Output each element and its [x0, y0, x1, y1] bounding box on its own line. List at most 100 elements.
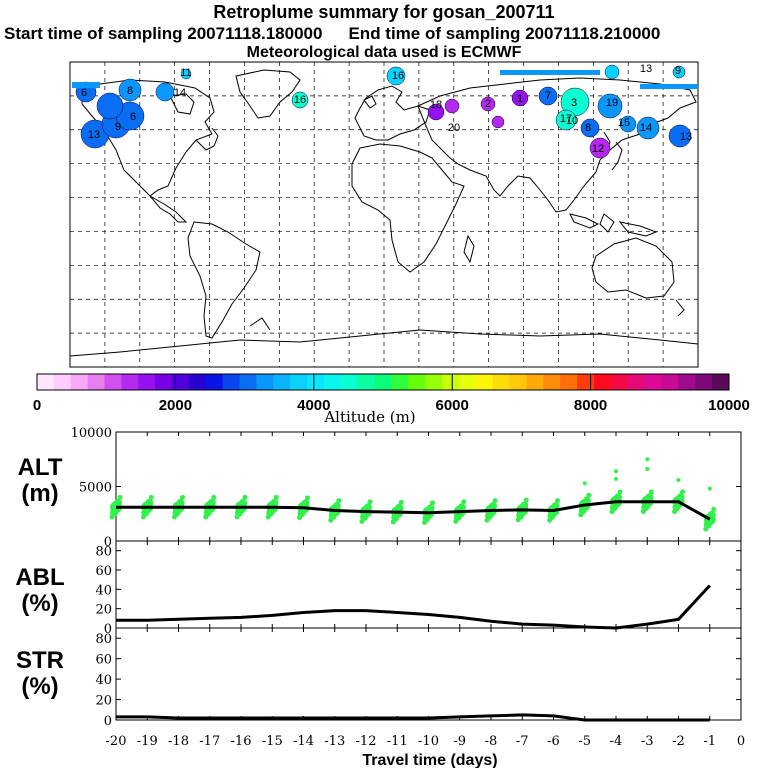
altitude-cluster-point	[586, 492, 592, 498]
altitude-cluster-point	[332, 502, 341, 511]
altitude-cluster-point	[707, 510, 716, 519]
alt-panel-label: ALT (m)	[12, 455, 68, 507]
colorbar-swatch	[155, 374, 173, 390]
y-tick-label: 10000	[71, 426, 112, 441]
abl-panel-label: ABL (%)	[12, 565, 68, 617]
altitude-cluster-point	[273, 494, 279, 500]
met-data-label: Meteorological data used is ECMWF	[246, 44, 522, 61]
colorbar-swatch	[678, 374, 696, 390]
y-tick-label: 80	[95, 632, 112, 647]
plume-marker	[118, 78, 142, 102]
y-tick-label: 40	[95, 583, 112, 598]
x-tick-label: -18	[168, 734, 189, 749]
altitude-cluster-point	[457, 503, 466, 512]
map-label: 3	[571, 97, 577, 109]
x-tick-label: -6	[547, 734, 560, 749]
plume-marker	[538, 86, 558, 106]
plume-marker	[636, 116, 660, 140]
colorbar-swatch	[442, 374, 460, 390]
plume-marker	[444, 98, 460, 114]
colorbar-swatch	[593, 374, 612, 390]
map-label: 11	[180, 67, 191, 79]
chart-title: Retroplume summary for gosan_200711	[213, 2, 555, 22]
y-tick-label: 80	[95, 545, 112, 560]
plume-marker	[589, 137, 611, 159]
y-tick-label: 60	[95, 564, 112, 579]
plume-marker	[491, 115, 505, 129]
x-tick-label: -10	[418, 734, 439, 749]
map-label: 14	[174, 87, 186, 99]
x-tick-label: -4	[610, 734, 623, 749]
y-tick-label: 0	[104, 535, 112, 550]
map-label: 16	[392, 70, 404, 82]
altitude-cluster-point	[711, 506, 717, 512]
colorbar-swatch	[560, 374, 578, 390]
y-tick-label: 40	[95, 673, 112, 688]
colorbar-swatch	[87, 374, 106, 390]
altitude-cluster-point	[211, 494, 217, 500]
abl-label-line1: ABL	[15, 564, 65, 591]
plume-streak	[640, 84, 698, 89]
altitude-cluster-point	[617, 489, 623, 495]
colorbar-tick-label: 8000	[574, 397, 607, 414]
plume-marker	[96, 92, 124, 120]
x-tick-label: -9	[453, 734, 466, 749]
colorbar-swatch	[172, 374, 190, 390]
plume-marker	[480, 96, 496, 112]
plume-marker	[580, 118, 600, 138]
altitude-cluster-point	[430, 500, 435, 506]
colorbar-swatch	[239, 374, 257, 390]
colorbar-swatch	[408, 374, 426, 390]
plume-marker	[155, 82, 175, 102]
colorbar-tick-label: 2000	[159, 397, 192, 414]
altitude-cluster-point	[117, 494, 123, 500]
colorbar-swatch	[205, 374, 224, 390]
plume-marker	[604, 64, 620, 80]
colorbar-axis-label: Altitude (m)	[323, 408, 415, 426]
x-tick-label: -2	[672, 734, 685, 749]
altitude-cluster-point	[367, 499, 373, 505]
altitude-cluster-point	[645, 493, 654, 502]
str-label-line2: (%)	[21, 673, 59, 700]
colorbar-swatch	[661, 374, 679, 390]
map-label: 8	[127, 85, 133, 97]
map-label: 6	[81, 87, 87, 99]
altitude-cluster-point	[270, 498, 279, 507]
colorbar-swatch	[37, 374, 55, 390]
colorbar-swatch	[644, 374, 662, 390]
colorbar-tick-label: 4000	[297, 397, 330, 414]
altitude-cluster-point	[176, 498, 185, 507]
colorbar-swatch	[712, 374, 730, 390]
altitude-outlier-point	[707, 486, 712, 491]
y-tick-label: 60	[95, 653, 112, 668]
x-tick-label: -5	[578, 734, 591, 749]
colorbar-swatch	[340, 374, 359, 390]
colorbar-swatch	[121, 374, 139, 390]
plume-marker	[555, 109, 577, 131]
colorbar-swatch	[256, 374, 274, 390]
altitude-cluster-point	[680, 489, 685, 495]
map-label: 13	[640, 63, 652, 75]
colorbar-swatch	[577, 374, 595, 390]
plume-streak	[72, 82, 100, 88]
plume-marker	[668, 124, 692, 148]
altitude-cluster-point	[207, 498, 216, 507]
altitude-cluster-point	[426, 504, 435, 513]
altitude-cluster-point	[523, 497, 529, 503]
series-line	[116, 584, 711, 630]
x-tick-label: -13	[324, 734, 345, 749]
start-time-label: Start time of sampling 20071118.180000	[4, 24, 323, 43]
map-label: 1	[517, 93, 523, 105]
alt-label-line1: ALT	[17, 454, 63, 481]
x-tick-label: -17	[199, 734, 220, 749]
x-tick-label: -7	[516, 734, 529, 749]
altitude-cluster-point	[551, 502, 560, 511]
map-label: 10	[566, 115, 578, 127]
altitude-outlier-point	[676, 477, 681, 482]
altitude-cluster-point	[648, 489, 654, 495]
panel-frame	[115, 627, 742, 721]
colorbar-swatch	[374, 374, 392, 390]
